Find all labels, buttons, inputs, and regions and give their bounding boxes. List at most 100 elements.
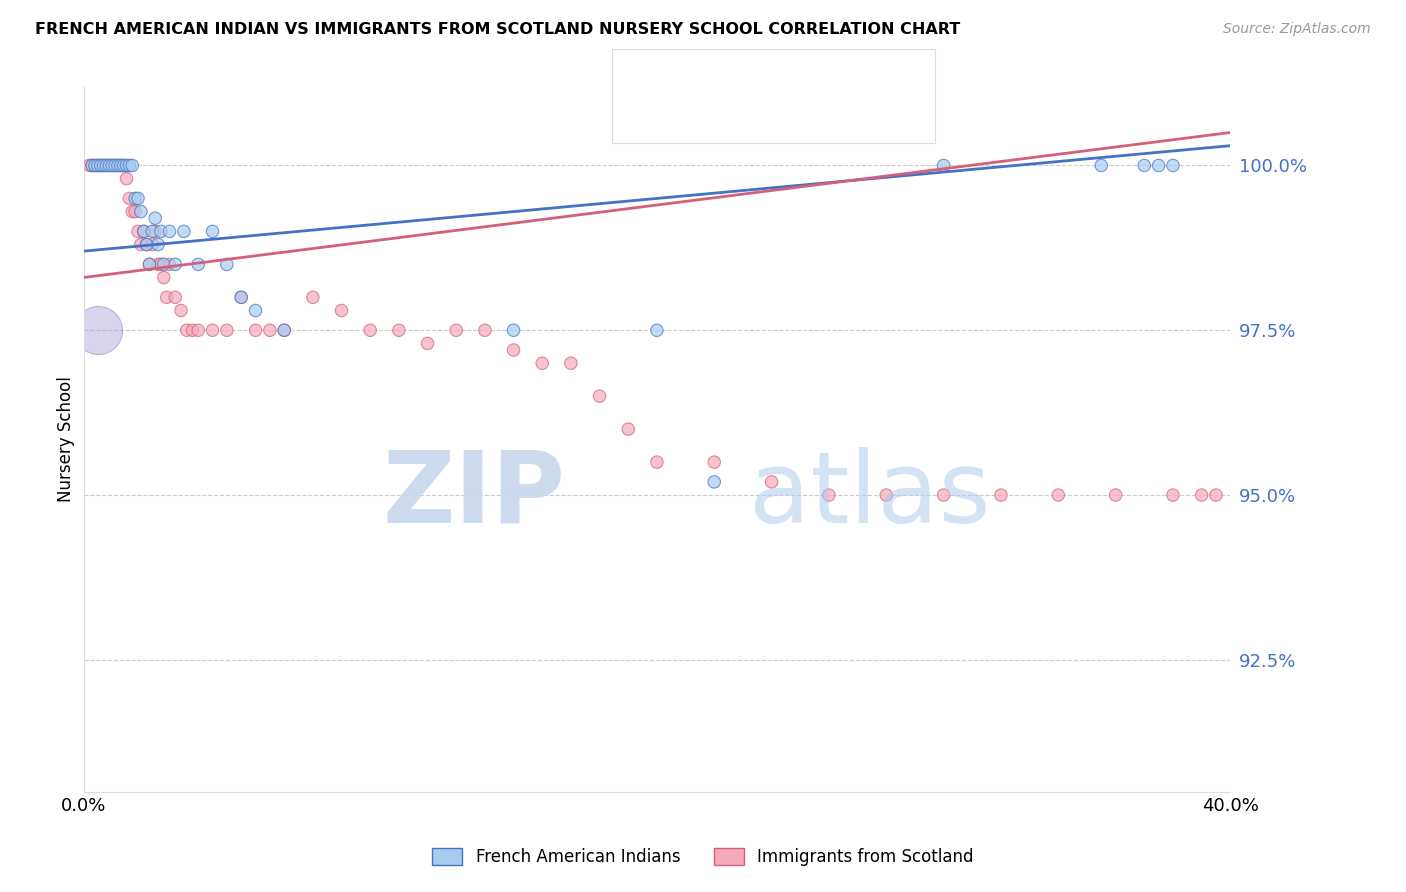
Point (135, 237, 157, 252)
Point (84, 158, 107, 172)
Point (444, 323, 467, 337)
Point (818, 488, 841, 502)
Point (129, 204, 152, 219)
Point (138, 257, 160, 271)
Point (101, 158, 124, 172)
Point (330, 303, 353, 318)
Point (149, 257, 172, 271)
Point (87, 323, 110, 337)
Point (115, 158, 138, 172)
Point (588, 389, 610, 403)
Point (84, 158, 107, 172)
Point (416, 336, 439, 351)
Point (273, 323, 295, 337)
Point (990, 488, 1012, 502)
Point (1047, 488, 1070, 502)
Point (231, 290, 253, 304)
Point (121, 204, 143, 219)
Point (181, 323, 204, 337)
Point (121, 158, 143, 172)
Point (110, 158, 132, 172)
Point (143, 211, 166, 226)
Point (173, 224, 195, 238)
Text: atlas: atlas (748, 447, 990, 544)
Point (129, 237, 152, 252)
Point (124, 191, 146, 205)
Point (138, 257, 160, 271)
Point (502, 343, 524, 357)
Point (474, 323, 496, 337)
Point (159, 224, 181, 238)
Point (215, 323, 238, 337)
Point (165, 290, 187, 304)
Point (107, 158, 129, 172)
Point (201, 323, 224, 337)
Point (645, 455, 668, 469)
Point (703, 455, 725, 469)
Text: Source: ZipAtlas.com: Source: ZipAtlas.com (1223, 22, 1371, 37)
Point (87, 158, 110, 172)
Point (112, 158, 135, 172)
Point (146, 237, 169, 252)
Point (101, 158, 124, 172)
Point (141, 224, 163, 238)
Point (104, 158, 127, 172)
Point (531, 356, 554, 370)
Point (1161, 158, 1184, 172)
Point (115, 171, 138, 186)
Point (388, 323, 411, 337)
Point (90, 158, 112, 172)
Point (176, 323, 198, 337)
Point (187, 257, 209, 271)
Point (132, 224, 155, 238)
Text: R = 0.279   N = 64: R = 0.279 N = 64 (668, 101, 838, 119)
Point (1161, 488, 1184, 502)
Point (170, 303, 193, 318)
Point (1191, 488, 1213, 502)
Point (152, 257, 174, 271)
Text: FRENCH AMERICAN INDIAN VS IMMIGRANTS FROM SCOTLAND NURSERY SCHOOL CORRELATION CH: FRENCH AMERICAN INDIAN VS IMMIGRANTS FRO… (35, 22, 960, 37)
Point (273, 323, 295, 337)
Point (245, 303, 267, 318)
Point (359, 323, 381, 337)
Point (141, 237, 163, 252)
Point (645, 323, 668, 337)
Point (132, 224, 155, 238)
Point (187, 323, 209, 337)
Y-axis label: Nursery School: Nursery School (58, 376, 75, 502)
Point (82, 158, 104, 172)
Point (560, 356, 582, 370)
Point (107, 158, 129, 172)
Point (127, 224, 149, 238)
Point (93, 158, 115, 172)
Point (932, 158, 955, 172)
Point (259, 323, 281, 337)
Point (149, 224, 172, 238)
Point (127, 191, 149, 205)
Point (761, 475, 783, 489)
Point (118, 191, 141, 205)
Point (146, 257, 169, 271)
Point (1205, 488, 1227, 502)
Point (93, 158, 115, 172)
Point (98, 158, 121, 172)
Point (502, 323, 524, 337)
Point (118, 158, 141, 172)
Point (1147, 158, 1170, 172)
Point (96, 158, 118, 172)
Point (110, 158, 132, 172)
Point (135, 237, 157, 252)
Point (152, 270, 174, 285)
Point (104, 158, 127, 172)
Point (156, 290, 179, 304)
Point (245, 323, 267, 337)
Legend: French American Indians, Immigrants from Scotland: French American Indians, Immigrants from… (425, 840, 981, 875)
Point (90, 158, 112, 172)
Point (1104, 488, 1126, 502)
Point (1133, 158, 1156, 172)
Point (77, 158, 100, 172)
Point (201, 224, 224, 238)
Point (112, 158, 135, 172)
Point (82, 158, 104, 172)
Point (98, 158, 121, 172)
